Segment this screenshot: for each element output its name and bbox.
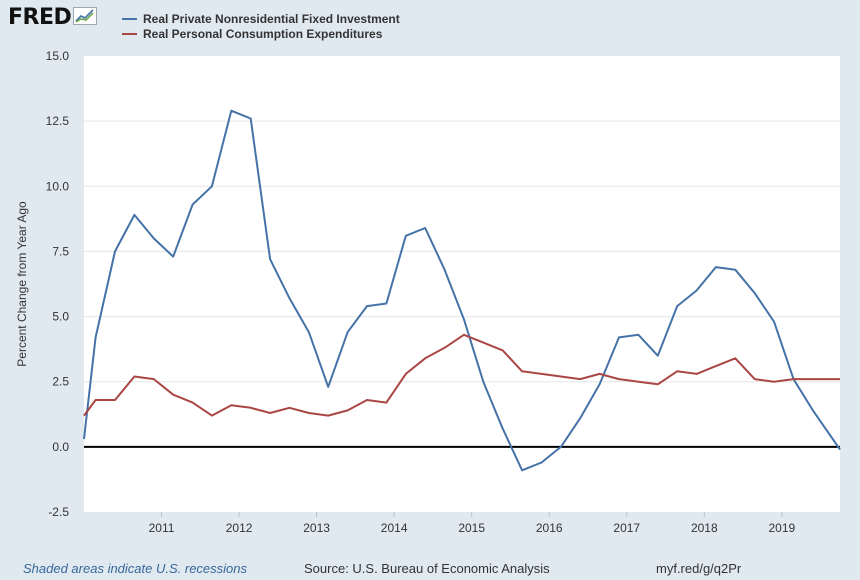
x-tick-label: 2013 (303, 521, 330, 535)
series-line-investment (83, 109, 841, 472)
series-line-consumption (83, 333, 840, 417)
legend-label-consumption: Real Personal Consumption Expenditures (143, 26, 383, 41)
y-tick-label: 10.0 (46, 179, 70, 193)
y-tick-label: -2.5 (48, 505, 69, 519)
x-axis-ticks: 2011 2012 2013 2014 2015 2016 2017 2018 2019 (149, 512, 796, 535)
legend-item-investment[interactable]: Real Private Nonresidential Fixed Invest… (122, 11, 400, 26)
chart-trend-icon (73, 6, 98, 30)
legend-item-consumption[interactable]: Real Personal Consumption Expenditures (122, 26, 400, 41)
y-tick-label: 7.5 (52, 244, 69, 258)
x-tick-label: 2019 (768, 521, 795, 535)
legend-label-investment: Real Private Nonresidential Fixed Invest… (143, 11, 400, 26)
x-tick-label: 2014 (381, 521, 408, 535)
y-axis-ticks: 15.0 12.5 10.0 7.5 5.0 2.5 0.0 -2.5 (46, 49, 70, 519)
y-tick-label: 5.0 (52, 310, 69, 324)
y-tick-label: 15.0 (46, 49, 70, 63)
y-tick-label: 2.5 (52, 375, 69, 389)
x-tick-label: 2017 (613, 521, 640, 535)
y-tick-label: 0.0 (52, 440, 69, 454)
fred-logo-text: FRED (8, 5, 72, 30)
x-tick-label: 2016 (536, 521, 563, 535)
recession-note: Shaded areas indicate U.S. recessions (23, 561, 248, 576)
chart-legend: Real Private Nonresidential Fixed Invest… (122, 11, 400, 41)
source-text: Source: U.S. Bureau of Economic Analysis (304, 561, 550, 576)
x-tick-label: 2011 (149, 521, 175, 535)
x-tick-label: 2018 (691, 521, 718, 535)
x-tick-label: 2015 (458, 521, 485, 535)
y-tick-label: 12.5 (46, 114, 70, 128)
legend-swatch-investment (122, 17, 137, 20)
legend-swatch-consumption (122, 32, 137, 35)
short-link[interactable]: myf.red/g/q2Pr (656, 561, 742, 576)
x-tick-label: 2012 (226, 521, 253, 535)
y-axis-label: Percent Change from Year Ago (15, 201, 29, 367)
series-lines (83, 109, 841, 472)
fred-logo[interactable]: FRED (8, 5, 98, 31)
plot-area (84, 56, 840, 512)
